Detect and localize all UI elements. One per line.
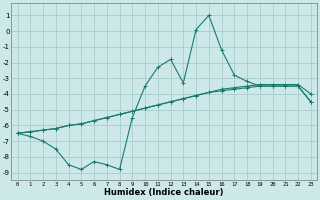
X-axis label: Humidex (Indice chaleur): Humidex (Indice chaleur): [104, 188, 224, 197]
